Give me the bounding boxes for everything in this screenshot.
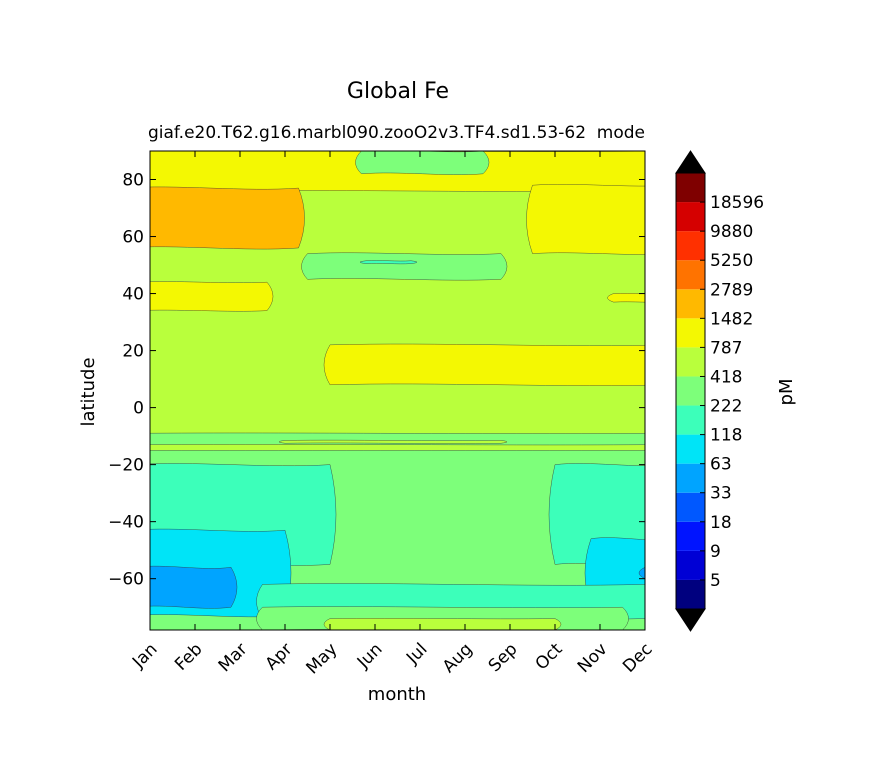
- colorbar-extend-min: [675, 608, 706, 632]
- contour-fill-layer: [150, 151, 645, 630]
- colorbar-segment: [676, 550, 705, 580]
- colorbar-segment: [676, 463, 705, 493]
- colorbar-tick-label: 63: [710, 455, 732, 475]
- colorbar-segment: [676, 260, 705, 290]
- x-tick-label: Jul: [402, 639, 431, 668]
- colorbar-segment: [676, 231, 705, 261]
- x-tick-label: Feb: [171, 639, 206, 674]
- contour-band-antarctic-yellowgreen: [323, 618, 562, 630]
- colorbar-tick-label: 222: [710, 397, 742, 417]
- colorbar-segment: [676, 521, 705, 551]
- x-tick-label: May: [303, 639, 342, 678]
- colorbar: 5 9 18 33 63 118 222 418 787 1482 2789 5250 9880 1859…: [675, 150, 764, 632]
- chart-title: Global Fe: [347, 79, 449, 104]
- colorbar-segment: [676, 405, 705, 435]
- colorbar-tick-label: 787: [710, 338, 742, 358]
- colorbar-segment: [676, 347, 705, 377]
- colorbar-segment: [676, 579, 705, 609]
- colorbar-segment: [676, 434, 705, 464]
- contour-band-midlat-yellow-left: [150, 281, 274, 312]
- contour-band-arctic-patch: [355, 151, 490, 175]
- x-tick-label: Sep: [485, 639, 522, 676]
- x-axis-label: month: [368, 684, 426, 705]
- colorbar-tick-label: 418: [710, 367, 742, 387]
- contour-band-subpolar-green: [301, 252, 508, 281]
- x-tick-label: Apr: [262, 639, 297, 674]
- x-tick-label: Jun: [353, 639, 387, 673]
- colorbar-tick-label: 18596: [710, 193, 764, 213]
- colorbar-segment: [676, 376, 705, 406]
- y-tick-label: −60: [108, 570, 144, 590]
- chart-subtitle-left: giaf.e20.T62.g16.marbl090.zooO2v3.TF4.sd…: [148, 123, 586, 143]
- y-tick-label: 60: [122, 228, 144, 248]
- y-tick-label: −40: [108, 513, 144, 533]
- contour-band-subpolar-teal: [359, 260, 418, 265]
- y-tick-label: 20: [122, 342, 144, 362]
- colorbar-tick-label: 5250: [710, 251, 753, 271]
- colorbar-tick-label: 9880: [710, 222, 753, 242]
- x-tick-label: Mar: [215, 639, 252, 676]
- y-tick-label: 40: [122, 285, 144, 305]
- colorbar-frame: [675, 172, 706, 610]
- y-axis-label: latitude: [78, 357, 99, 426]
- colorbar-label: pM: [776, 379, 797, 406]
- colorbar-tick-label: 18: [710, 513, 732, 533]
- colorbar-extend-max: [675, 150, 706, 174]
- colorbar-segment: [676, 289, 705, 319]
- plot-frame: [149, 150, 646, 631]
- contour-band-southern-blue-left: [150, 565, 238, 609]
- chart-subtitle-right: mode: [597, 123, 645, 143]
- colorbar-tick-label: 118: [710, 426, 742, 446]
- x-tick-label: Dec: [619, 639, 656, 676]
- y-tick-label: 80: [122, 171, 144, 191]
- colorbar-tick-label: 5: [710, 571, 721, 591]
- contour-band-north-yellow-right: [526, 184, 645, 255]
- y-tick-label: −20: [108, 456, 144, 476]
- contour-band-equatorial-yellowgreen: [278, 439, 508, 444]
- y-axis: 80 60 40 20 0 −20 −40 −60: [108, 171, 645, 590]
- colorbar-tick-label: 1482: [710, 309, 753, 329]
- x-tick-label: Jan: [128, 639, 161, 672]
- colorbar-segment: [676, 202, 705, 232]
- contour-band-southern-blue-right: [638, 567, 645, 579]
- colorbar-tick-label: 2789: [710, 280, 753, 300]
- x-tick-label: Oct: [532, 639, 567, 674]
- colorbar-tick-label: 9: [710, 542, 721, 562]
- x-tick-label: Nov: [574, 639, 612, 677]
- colorbar-segment: [676, 173, 705, 203]
- contour-band-tropical-yellow: [323, 343, 645, 386]
- colorbar-tick-label: 33: [710, 484, 732, 504]
- y-tick-label: 0: [133, 399, 144, 419]
- x-tick-label: Aug: [439, 639, 477, 677]
- contour-band-north-orange-left: [150, 186, 305, 250]
- colorbar-segment: [676, 492, 705, 522]
- contour-band-midlat-yellow-right: [607, 293, 645, 303]
- colorbar-segment: [676, 318, 705, 348]
